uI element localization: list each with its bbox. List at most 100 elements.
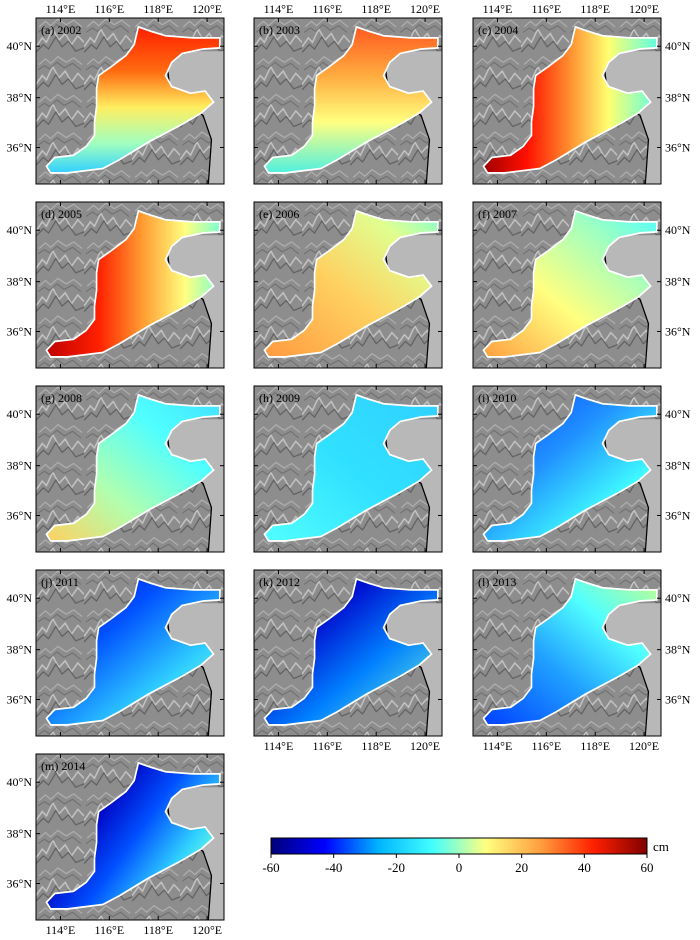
panel-label: (j) 2011 (41, 575, 79, 589)
lon-label: 120°E (410, 739, 440, 753)
lat-label: 38°N (665, 275, 691, 289)
lat-label: 36°N (7, 876, 33, 890)
map-panel: (j) 2011 40°N 38°N 36°N (7, 569, 225, 737)
lat-label: 36°N (7, 140, 33, 154)
lon-label: 120°E (629, 739, 659, 753)
panel-frame (472, 385, 662, 553)
lat-label: 38°N (7, 643, 33, 657)
lon-label: 120°E (629, 2, 659, 16)
lon-label: 118°E (143, 2, 173, 16)
lat-label: 36°N (7, 324, 33, 338)
colorbar-tick-label: -40 (325, 860, 342, 875)
panel-label: (h) 2009 (259, 391, 300, 405)
map-panel: (m) 2014 114°E 116°E 118°E 120°E 40°N 38°N 36°N (7, 753, 225, 937)
panel-label: (a) 2002 (41, 23, 81, 37)
panel-label: (m) 2014 (41, 759, 85, 773)
panel-label: (g) 2008 (41, 391, 82, 405)
lon-label: 118°E (580, 2, 610, 16)
panel-frame (253, 385, 443, 553)
lat-label: 38°N (7, 91, 33, 105)
map-panel: (l) 2013 114°E 116°E 118°E 120°E 40°N 38°N 36°N (472, 569, 691, 753)
map-panel: (b) 2003 114°E 116°E 118°E 120°E (253, 2, 443, 185)
lon-label: 116°E (312, 2, 342, 16)
lat-label: 40°N (665, 591, 691, 605)
colorbar-tick-label: 60 (641, 860, 654, 875)
colorbar-tick-label: 0 (456, 860, 463, 875)
lon-label: 118°E (580, 739, 610, 753)
lat-label: 36°N (665, 508, 691, 522)
colorbar-tick-label: 20 (515, 860, 528, 875)
lon-label: 118°E (361, 739, 391, 753)
panel-frame (35, 201, 225, 369)
panel-label: (f) 2007 (478, 207, 517, 221)
map-panel: (d) 2005 40°N 38°N 36°N (7, 201, 225, 369)
panel-frame (472, 569, 662, 737)
panel-label: (c) 2004 (478, 23, 518, 37)
lon-label: 116°E (531, 2, 561, 16)
lon-label: 120°E (192, 923, 222, 937)
colorbar-bar (270, 837, 648, 855)
map-panel: (k) 2012 114°E 116°E 118°E 120°E (253, 569, 443, 753)
lat-label: 36°N (665, 692, 691, 706)
map-panel: (i) 2010 40°N 38°N 36°N (472, 385, 691, 553)
lon-label: 120°E (410, 2, 440, 16)
panel-label: (i) 2010 (478, 391, 516, 405)
lat-label: 36°N (7, 692, 33, 706)
panel-frame (472, 201, 662, 369)
panel-label: (b) 2003 (259, 23, 300, 37)
map-panel: (e) 2006 (253, 201, 443, 369)
panel-frame (253, 201, 443, 369)
lat-label: 36°N (7, 508, 33, 522)
lat-label: 40°N (665, 39, 691, 53)
colorbar-tick-label: -20 (388, 860, 405, 875)
colorbar-unit: cm (653, 839, 669, 854)
panel-frame (35, 569, 225, 737)
lat-label: 40°N (7, 407, 33, 421)
lon-label: 116°E (312, 739, 342, 753)
lat-label: 40°N (665, 407, 691, 421)
lon-label: 120°E (192, 2, 222, 16)
lat-label: 40°N (7, 39, 33, 53)
lat-label: 38°N (665, 91, 691, 105)
lat-label: 36°N (665, 324, 691, 338)
panel-label: (e) 2006 (259, 207, 299, 221)
lon-label: 114°E (483, 2, 513, 16)
lat-label: 40°N (7, 591, 33, 605)
colorbar: cm -60 -40 -20 0 20 40 60 (262, 837, 669, 875)
map-panel: (h) 2009 (253, 385, 443, 553)
colorbar-tick-label: 40 (578, 860, 591, 875)
map-panel: (g) 2008 40°N 38°N 36°N (7, 385, 225, 553)
panel-frame (253, 17, 443, 185)
lon-label: 116°E (531, 739, 561, 753)
lat-label: 40°N (7, 775, 33, 789)
lon-label: 114°E (264, 2, 294, 16)
panel-frame (472, 17, 662, 185)
lat-label: 40°N (7, 223, 33, 237)
colorbar-tick-label: -60 (262, 860, 279, 875)
lon-label: 114°E (46, 2, 76, 16)
panel-label: (l) 2013 (478, 575, 516, 589)
lon-label: 114°E (483, 739, 513, 753)
lon-label: 116°E (94, 2, 124, 16)
panel-label: (k) 2012 (259, 575, 300, 589)
panel-frame (253, 569, 443, 737)
lon-label: 118°E (361, 2, 391, 16)
lat-label: 36°N (665, 140, 691, 154)
lat-label: 38°N (7, 827, 33, 841)
lon-label: 114°E (264, 739, 294, 753)
lat-label: 38°N (7, 275, 33, 289)
lat-label: 38°N (665, 459, 691, 473)
panel-frame (35, 753, 225, 921)
lat-label: 38°N (7, 459, 33, 473)
lat-label: 40°N (665, 223, 691, 237)
map-panel: (c) 2004 114°E 116°E 118°E 120°E 40°N 38°N 36°N (472, 2, 691, 185)
lon-label: 116°E (94, 923, 124, 937)
panel-frame (35, 385, 225, 553)
map-panel: (f) 2007 40°N 38°N 36°N (472, 201, 691, 369)
lon-label: 114°E (46, 923, 76, 937)
panel-frame (35, 17, 225, 185)
panel-label: (d) 2005 (41, 207, 82, 221)
lat-label: 38°N (665, 643, 691, 657)
lon-label: 118°E (143, 923, 173, 937)
